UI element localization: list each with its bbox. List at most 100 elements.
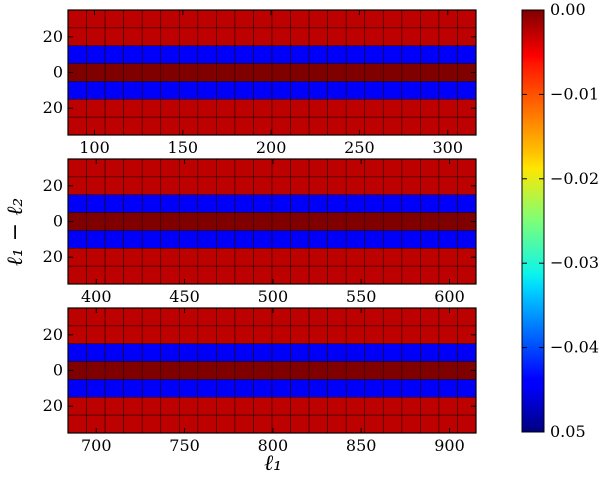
heatmap-cell: [197, 9, 217, 29]
heatmap-cell: [401, 158, 421, 178]
heatmap-cell: [401, 247, 421, 267]
heatmap-cell: [271, 230, 291, 249]
heatmap-cell: [104, 81, 124, 100]
heatmap-cell: [216, 307, 236, 327]
heatmap-cell: [308, 98, 328, 118]
heatmap-cell: [123, 98, 143, 118]
heatmap-cell: [67, 116, 87, 136]
heatmap-cell: [253, 379, 273, 398]
heatmap-cell: [178, 361, 199, 380]
heatmap-cell: [382, 158, 403, 178]
heatmap-cell: [290, 27, 310, 47]
heatmap-cell: [104, 325, 124, 345]
heatmap-cell: [382, 265, 403, 285]
heatmap-cell: [104, 265, 124, 285]
heatmap-cell: [308, 414, 328, 434]
heatmap-cell: [234, 265, 254, 285]
heatmap-cell: [438, 45, 458, 64]
heatmap-cell: [67, 414, 87, 434]
colorbar: 0.00 −0.01 −0.02 −0.03 −0.04 0.05: [521, 0, 599, 441]
heatmap-cell: [420, 45, 440, 64]
heatmap-cell: [382, 27, 403, 47]
heatmap-cell: [271, 63, 291, 82]
heatmap-cell: [104, 343, 124, 362]
heatmap-cell: [345, 396, 366, 416]
heatmap-cell: [234, 98, 254, 118]
colorbar-tick-label: 0.05: [550, 422, 586, 441]
heatmap-cell: [253, 396, 273, 416]
heatmap-cell: [178, 63, 199, 82]
heatmap-cell: [271, 158, 291, 178]
heatmap-cell: [401, 396, 421, 416]
heatmap-cell: [86, 27, 106, 47]
heatmap-cell: [197, 265, 217, 285]
heatmap-cell: [345, 176, 366, 196]
heatmap-cell: [345, 27, 366, 47]
y-tick-label: 20: [43, 247, 63, 266]
heatmap-cell: [271, 98, 291, 118]
heatmap-cell: [178, 325, 199, 345]
heatmap-cell: [86, 212, 106, 231]
heatmap-panel-2: 400 450 500 550 600 20 0 20: [43, 158, 477, 306]
heatmap-cell: [197, 158, 217, 178]
heatmap-cell: [290, 325, 310, 345]
heatmap-cell: [401, 307, 421, 327]
heatmap-cell: [345, 212, 366, 231]
colorbar-ticks: 0.00 −0.01 −0.02 −0.03 −0.04 0.05: [522, 0, 599, 441]
x-tick-label: 450: [169, 287, 200, 306]
heatmap-cell: [327, 307, 347, 327]
heatmap-cell: [420, 158, 440, 178]
y-tick-label: 20: [43, 27, 63, 46]
heatmap-cell: [104, 194, 124, 213]
heatmap-cell: [364, 379, 384, 398]
heatmap-cell: [327, 396, 347, 416]
heatmap-cell: [438, 396, 458, 416]
heatmap-cell: [364, 247, 384, 267]
heatmap-cell: [345, 116, 366, 136]
heatmap-cell: [364, 45, 384, 64]
heatmap-cell: [234, 212, 254, 231]
heatmap-cell: [345, 247, 366, 267]
heatmap-cell: [420, 396, 440, 416]
heatmap-cell: [308, 325, 328, 345]
x-tick-label: 100: [79, 138, 110, 157]
heatmap-cell: [123, 414, 143, 434]
heatmap-cell: [457, 307, 477, 327]
heatmap-cell: [345, 361, 366, 380]
heatmap-cell: [290, 116, 310, 136]
heatmap-cell: [457, 158, 477, 178]
heatmap-cell: [253, 45, 273, 64]
heatmap-cell: [160, 265, 180, 285]
heatmap-cell: [216, 361, 236, 380]
heatmap-cell: [438, 98, 458, 118]
heatmap-cell: [364, 81, 384, 100]
heatmap-cell: [197, 63, 217, 82]
heatmap-cell: [216, 379, 236, 398]
heatmap-cell: [290, 396, 310, 416]
heatmap-cell: [401, 343, 421, 362]
heatmap-cell: [216, 247, 236, 267]
heatmap-cell: [382, 247, 403, 267]
heatmap-cell: [141, 325, 162, 345]
heatmap-cell: [271, 194, 291, 213]
heatmap-cell: [67, 265, 87, 285]
heatmap-cell: [327, 81, 347, 100]
heatmap-cell: [271, 9, 291, 29]
heatmap-cell: [197, 343, 217, 362]
heatmap-cell: [141, 81, 162, 100]
heatmap-cell: [364, 194, 384, 213]
heatmap-cell: [457, 45, 477, 64]
heatmap-cell: [438, 63, 458, 82]
heatmap-cell: [327, 63, 347, 82]
heatmap-cell: [178, 307, 199, 327]
heatmap-cell: [141, 9, 162, 29]
heatmap-cell: [67, 230, 87, 249]
heatmap-cell: [86, 379, 106, 398]
heatmap-cell: [308, 81, 328, 100]
heatmap-cell: [290, 158, 310, 178]
heatmap-cell: [457, 343, 477, 362]
heatmap-cell: [271, 379, 291, 398]
heatmap-cell: [216, 265, 236, 285]
heatmap-cell: [327, 379, 347, 398]
heatmap-cell: [141, 98, 162, 118]
